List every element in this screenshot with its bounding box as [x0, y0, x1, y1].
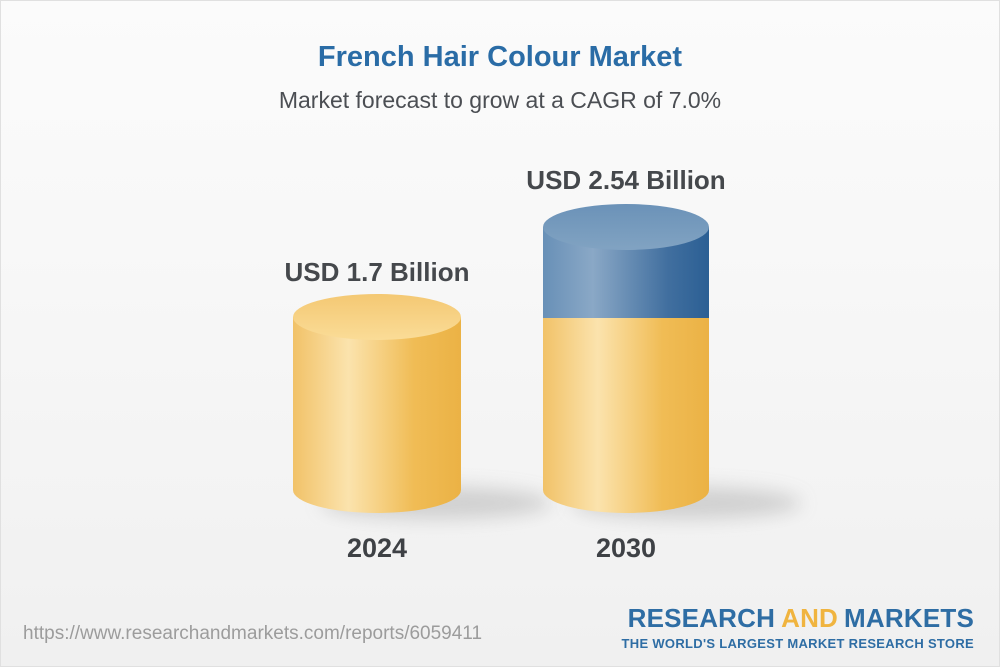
logo-word-and: AND — [781, 603, 839, 633]
research-and-markets-logo: RESEARCH AND MARKETS THE WORLD'S LARGEST M… — [622, 603, 974, 651]
bar-value-label-2030: USD 2.54 Billion — [526, 165, 726, 195]
bar-cylinder-2030 — [543, 204, 709, 513]
logo-word-markets: MARKETS — [844, 603, 974, 633]
x-axis-label-2030: 2030 — [595, 533, 657, 563]
page-title: French Hair Colour Market — [317, 41, 683, 73]
bar-cylinder-2024 — [293, 294, 461, 513]
page-subtitle: Market forecast to grow at a CAGR of 7.0… — [278, 87, 722, 113]
logo-tagline: THE WORLD'S LARGEST MARKET RESEARCH STOR… — [621, 636, 974, 651]
bar-value-label-2024: USD 1.7 Billion — [284, 257, 470, 287]
x-axis-label-2024: 2024 — [346, 533, 408, 563]
report-url: https://www.researchandmarkets.com/repor… — [23, 623, 483, 644]
logo-wordmark: RESEARCH AND MARKETS — [622, 603, 974, 634]
logo-word-research: RESEARCH — [627, 603, 776, 633]
